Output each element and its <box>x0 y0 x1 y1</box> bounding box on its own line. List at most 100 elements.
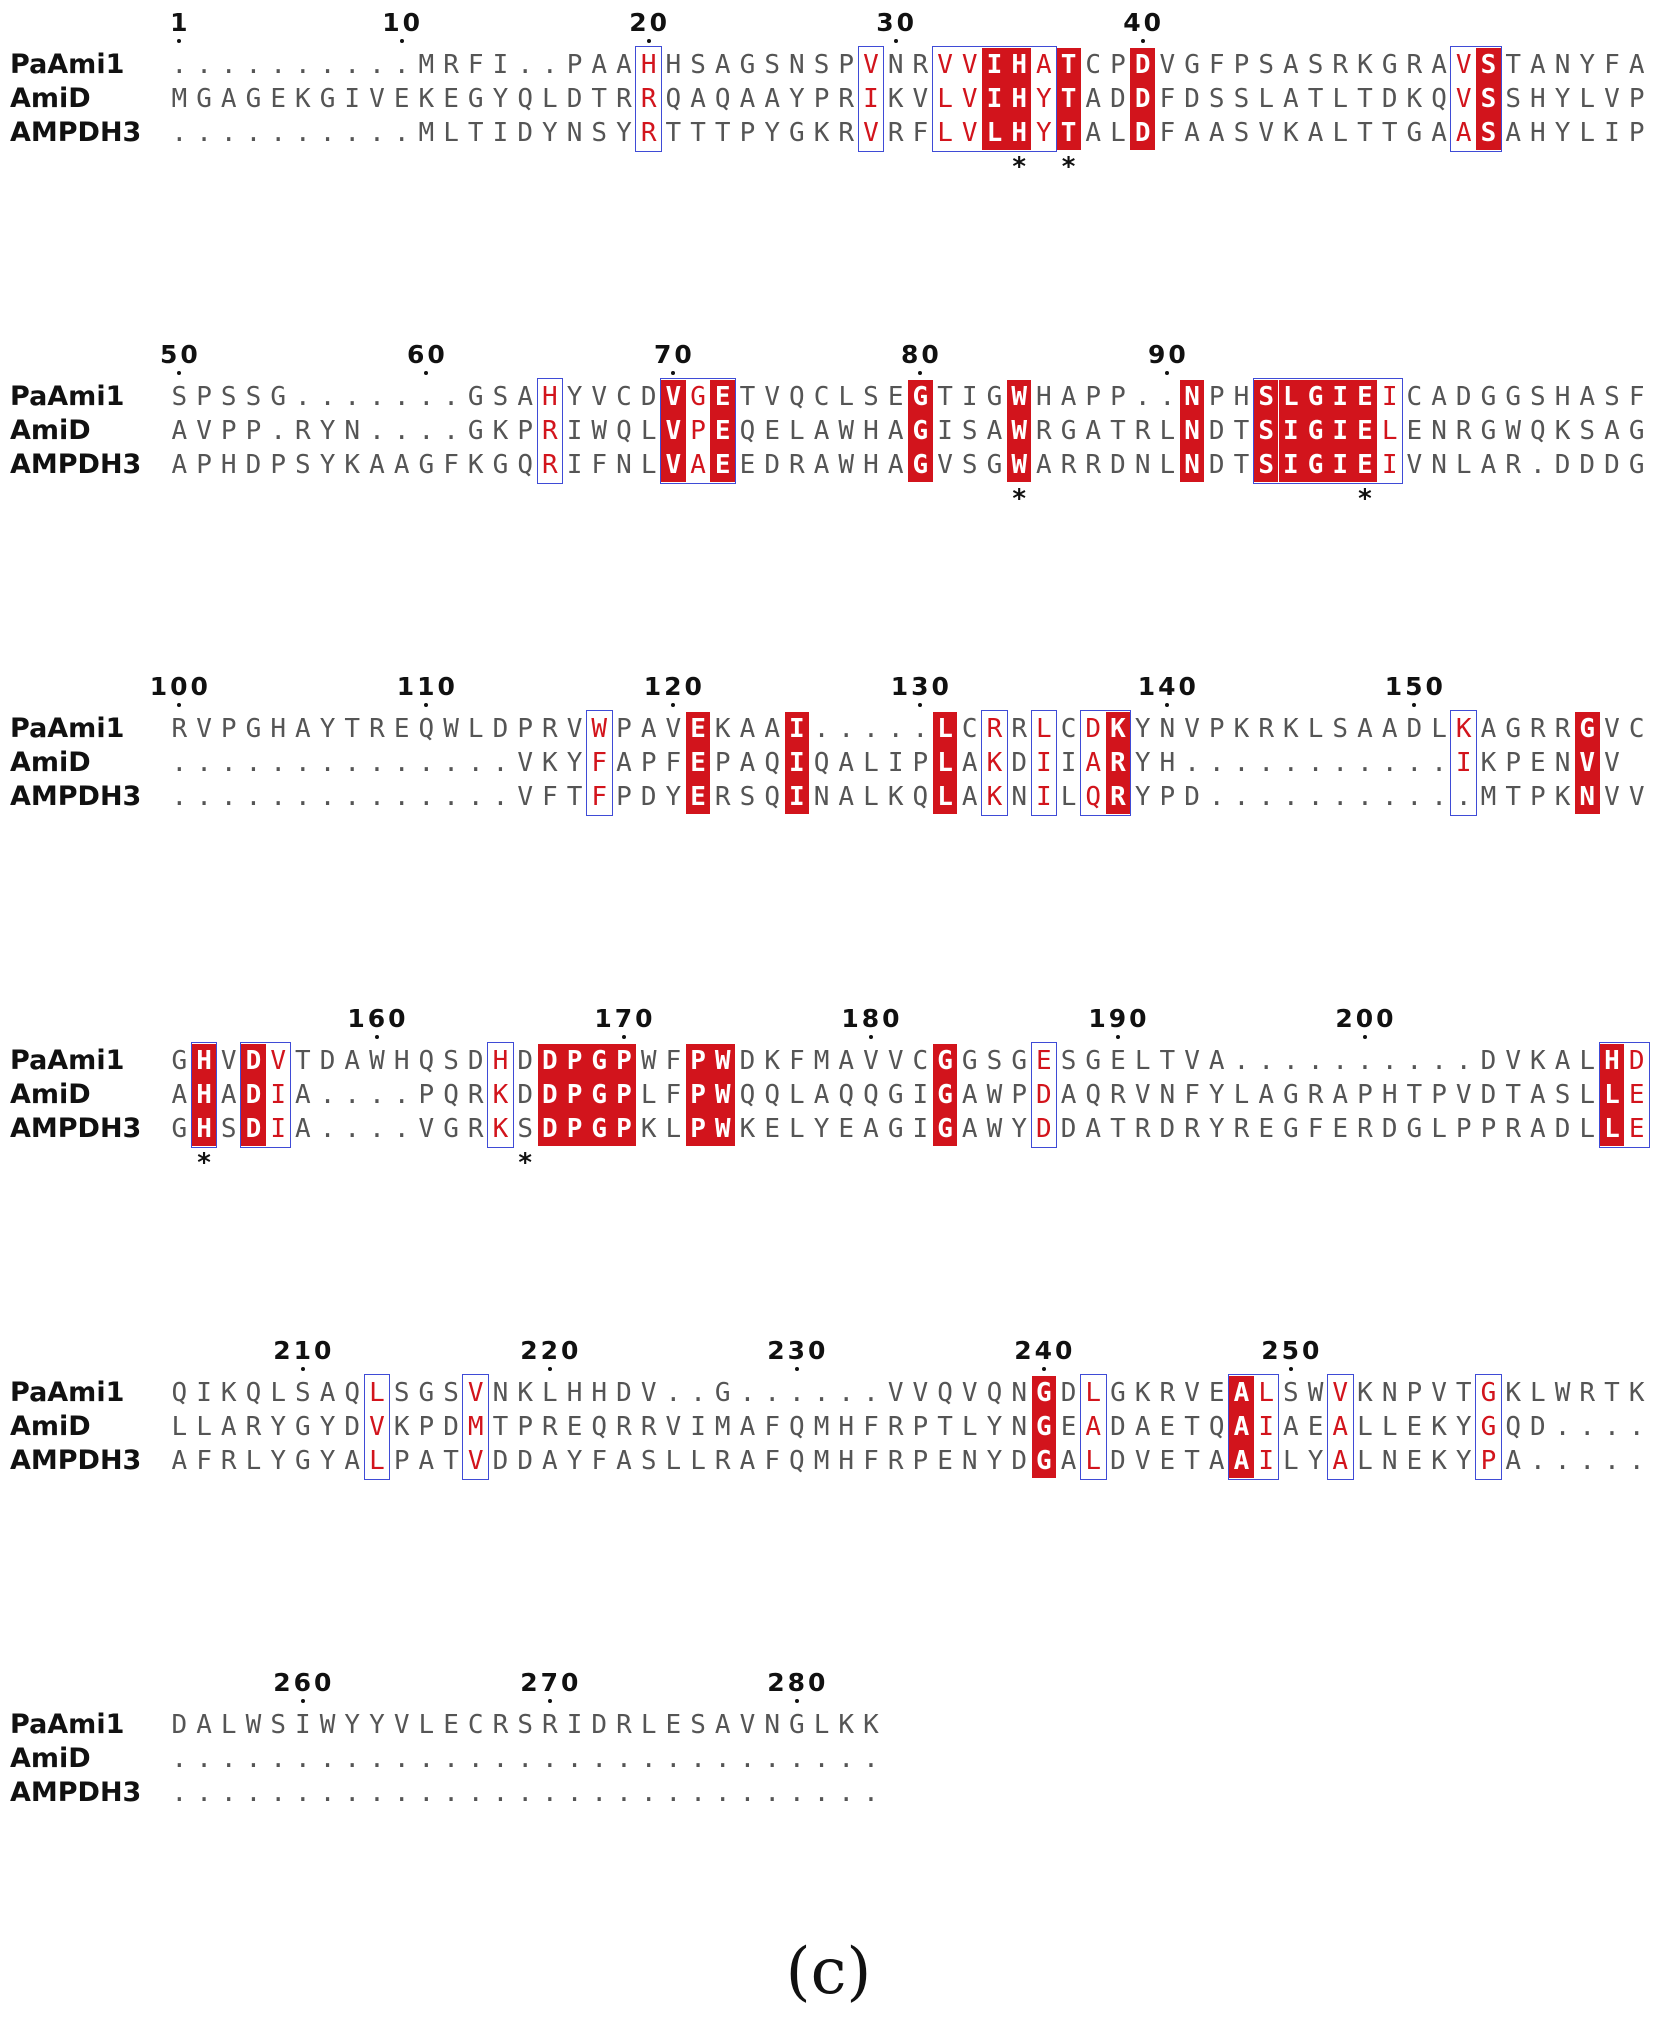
residue: S <box>220 382 237 412</box>
residue: . <box>1455 782 1472 812</box>
residue: P <box>196 382 212 412</box>
residue: D <box>517 1446 533 1476</box>
residue: N <box>1431 450 1447 480</box>
residue: A <box>1455 118 1472 148</box>
residue: F <box>665 1080 682 1110</box>
residue: L <box>665 1446 682 1476</box>
residue: A <box>1060 1446 1077 1476</box>
residue: G <box>1110 1378 1126 1408</box>
residue: D <box>1130 116 1155 150</box>
residue: A <box>714 50 731 80</box>
residue: G <box>986 450 1003 480</box>
residue: E <box>393 84 410 114</box>
residue: I <box>566 1710 583 1740</box>
residue: A <box>1381 714 1398 744</box>
residue: R <box>542 1412 558 1442</box>
residue: Y <box>1554 84 1571 114</box>
residue: Y <box>616 118 632 148</box>
position-number: 100 <box>149 672 211 701</box>
residue: G <box>1011 1046 1027 1076</box>
panel-label: (c) <box>785 1935 872 2009</box>
residue: R <box>986 714 1003 744</box>
residue: A <box>220 1080 237 1110</box>
residue: S <box>690 1710 706 1740</box>
residue: G <box>1060 416 1077 446</box>
residue: W <box>1307 1378 1324 1408</box>
residue: V <box>1455 84 1472 114</box>
residue: W <box>710 1112 736 1146</box>
residue: A <box>1085 416 1102 446</box>
residue: G <box>1085 1046 1102 1076</box>
residue: . <box>344 118 361 148</box>
similarity-box <box>585 710 613 816</box>
position-number: 270 <box>520 1668 582 1697</box>
residue: A <box>1530 50 1546 80</box>
residue: I <box>344 84 361 114</box>
residue: W <box>1006 380 1032 414</box>
residue: I <box>912 1080 929 1110</box>
residue: E <box>1110 1046 1126 1076</box>
residue: R <box>542 416 558 446</box>
similarity-box <box>363 1374 391 1480</box>
residue: V <box>912 84 929 114</box>
residue: A <box>1229 1376 1254 1410</box>
residue: A <box>1332 1446 1349 1476</box>
similarity-box <box>1475 1374 1502 1480</box>
residue: R <box>1105 780 1131 814</box>
residue: . <box>1307 782 1324 812</box>
residue: Q <box>1085 1080 1102 1110</box>
tick-dot <box>424 703 429 707</box>
residue: . <box>319 1744 336 1774</box>
residue: V <box>1258 118 1274 148</box>
residue: Y <box>764 118 780 148</box>
residue: V <box>961 84 978 114</box>
residue: . <box>912 714 929 744</box>
residue: V <box>1159 50 1176 80</box>
residue: P <box>813 84 830 114</box>
position-number: 140 <box>1137 672 1199 701</box>
residue: L <box>932 746 958 780</box>
residue: L <box>1579 84 1596 114</box>
position-number: 80 <box>900 340 942 369</box>
residue: Q <box>863 1080 879 1110</box>
residue: . <box>813 714 830 744</box>
residue: L <box>1579 1114 1596 1144</box>
residue: . <box>393 1778 410 1808</box>
residue: . <box>1307 1046 1324 1076</box>
residue: D <box>537 1044 563 1078</box>
residue: A <box>1505 118 1521 148</box>
residue: G <box>586 1078 612 1112</box>
residue: L <box>1258 84 1274 114</box>
residue: . <box>1431 748 1447 778</box>
residue: G <box>1480 382 1497 412</box>
residue: Y <box>566 382 583 412</box>
residue: V <box>467 1446 484 1476</box>
residue: . <box>443 416 459 446</box>
residue: . <box>369 1744 385 1774</box>
residue: D <box>1011 1446 1027 1476</box>
residue: . <box>443 382 459 412</box>
residue: N <box>1011 782 1027 812</box>
residue: N <box>1179 414 1205 448</box>
residue: I <box>1258 1412 1274 1442</box>
residue: A <box>1036 450 1052 480</box>
residue: . <box>492 1778 509 1808</box>
residue: A <box>863 1114 879 1144</box>
residue: A <box>591 50 608 80</box>
alignment-block: 210 220 230 240 250 PaAmi1 Q I K Q L S A Q L S G S V N K L H H D… <box>0 1328 1657 1588</box>
residue: I <box>1327 380 1353 414</box>
residue: . <box>369 382 385 412</box>
residue: . <box>1604 1446 1620 1476</box>
residue: . <box>1258 748 1274 778</box>
residue: E <box>764 1114 780 1144</box>
residue: I <box>784 746 810 780</box>
residue: K <box>220 1378 237 1408</box>
residue: S <box>1258 50 1274 80</box>
residue: A <box>517 382 533 412</box>
position-number: 130 <box>890 672 952 701</box>
residue: E <box>1352 448 1378 482</box>
residue: R <box>838 84 855 114</box>
residue: W <box>443 714 459 744</box>
residue: A <box>961 1114 978 1144</box>
